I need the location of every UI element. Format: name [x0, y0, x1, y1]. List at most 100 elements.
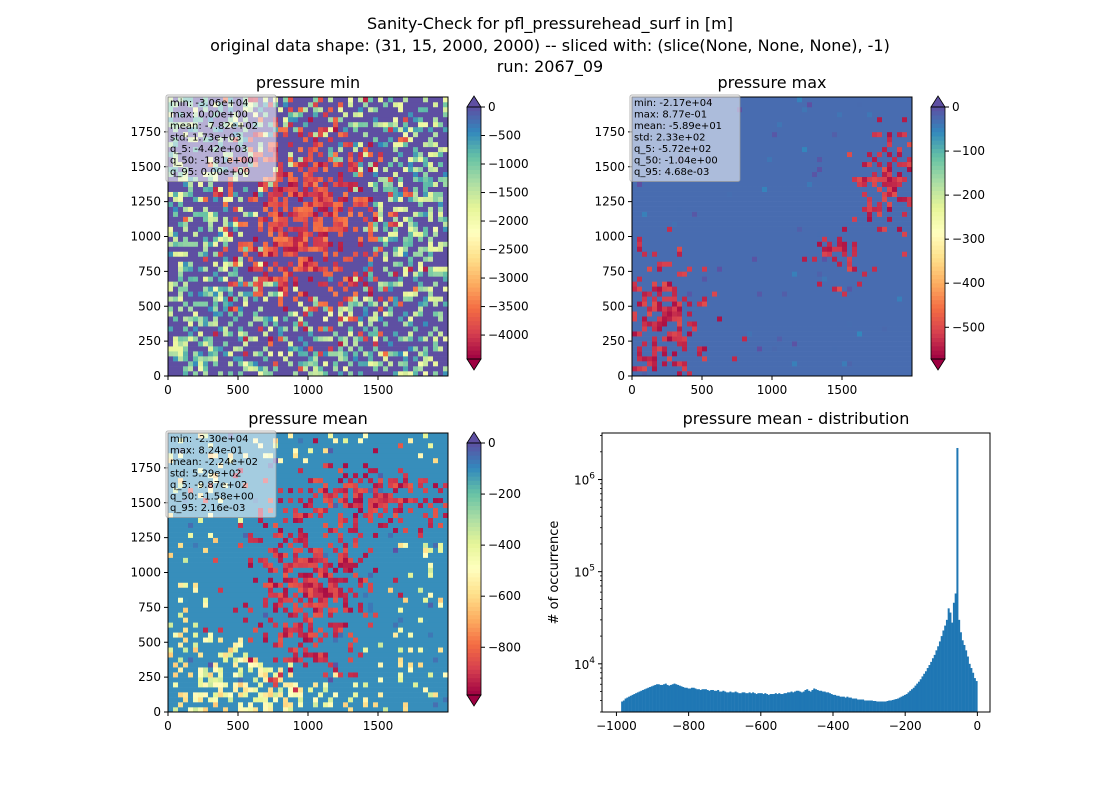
colorbar-segment: [467, 270, 481, 276]
heatmap-cell: [273, 321, 279, 327]
heatmap-cell: [667, 291, 673, 297]
heatmap-cell: [772, 296, 778, 302]
heatmap-cell: [328, 366, 334, 372]
heatmap-cell: [647, 346, 653, 352]
heatmap-cell: [443, 301, 449, 307]
heatmap-cell: [378, 281, 384, 287]
heatmap-cell: [198, 371, 204, 377]
heatmap-cell: [752, 246, 758, 252]
heatmap-cell: [707, 246, 713, 252]
heatmap-cell: [423, 301, 429, 307]
heatmap-cell: [268, 321, 274, 327]
heatmap-cell: [702, 221, 708, 227]
heatmap-cell: [438, 221, 444, 227]
heatmap-cell: [373, 261, 379, 267]
heatmap-cell: [438, 151, 444, 158]
heatmap-cell: [737, 351, 743, 357]
heatmap-cell: [632, 211, 638, 217]
heatmap-cell: [273, 246, 279, 252]
heatmap-cell: [782, 366, 788, 372]
colorbar-tick-label: −1000: [488, 157, 529, 171]
heatmap-cell: [423, 161, 429, 168]
heatmap-cell: [173, 181, 179, 187]
heatmap-cell: [273, 366, 279, 372]
heatmap-cell: [303, 97, 309, 103]
heatmap-cell: [308, 206, 314, 212]
heatmap-cell: [333, 246, 339, 252]
heatmap-cell: [632, 361, 638, 367]
heatmap-cell: [742, 171, 748, 178]
heatmap-cell: [657, 301, 663, 307]
heatmap-cell: [348, 341, 354, 347]
heatmap-cell: [647, 236, 653, 242]
heatmap-cell: [368, 276, 374, 282]
heatmap-cell: [647, 261, 653, 267]
heatmap-cell: [702, 271, 708, 277]
heatmap-cell: [243, 311, 249, 317]
heatmap-cell: [393, 211, 399, 217]
heatmap-cell: [353, 106, 359, 113]
heatmap-cell: [657, 331, 663, 337]
heatmap-cell: [223, 246, 229, 252]
heatmap-cell: [632, 231, 638, 237]
heatmap-cell: [273, 331, 279, 337]
heatmap-cell: [647, 286, 653, 292]
heatmap-cell: [408, 336, 414, 342]
heatmap-cell: [238, 306, 244, 312]
heatmap-cell: [433, 296, 439, 302]
heatmap-cell: [203, 286, 209, 292]
heatmap-cell: [752, 156, 758, 163]
heatmap-cell: [358, 126, 364, 133]
heatmap-cell: [198, 261, 204, 267]
heatmap-cell: [438, 116, 444, 123]
heatmap-cell: [647, 326, 653, 332]
heatmap-cell: [413, 151, 419, 158]
heatmap-cell: [677, 191, 683, 197]
heatmap-cell: [318, 181, 324, 187]
heatmap-cell: [168, 346, 174, 352]
heatmap-cell: [747, 166, 753, 173]
heatmap-cell: [752, 231, 758, 237]
heatmap-cell: [328, 111, 334, 118]
heatmap-cell: [747, 236, 753, 242]
heatmap-cell: [303, 261, 309, 267]
heatmap-cell: [642, 271, 648, 277]
heatmap-cell: [183, 206, 189, 212]
heatmap-cell: [268, 361, 274, 367]
heatmap-cell: [358, 116, 364, 123]
heatmap-cell: [178, 216, 184, 222]
heatmap-cell: [393, 126, 399, 133]
heatmap-cell: [318, 111, 324, 118]
heatmap-cell: [173, 356, 179, 362]
heatmap-cell: [692, 181, 698, 187]
heatmap-cell: [303, 361, 309, 367]
heatmap-cell: [757, 166, 763, 173]
heatmap-cell: [393, 231, 399, 237]
suptitle-line: run: 2067_09: [496, 57, 604, 76]
heatmap-cell: [273, 371, 279, 377]
heatmap-cell: [433, 191, 439, 197]
heatmap-cell: [223, 211, 229, 217]
heatmap-cell: [398, 241, 404, 247]
heatmap-cell: [418, 366, 424, 372]
heatmap-cell: [443, 121, 449, 128]
heatmap-cell: [288, 336, 294, 342]
heatmap-cell: [333, 321, 339, 327]
heatmap-cell: [178, 206, 184, 212]
heatmap-cell: [338, 361, 344, 367]
heatmap-cell: [243, 356, 249, 362]
heatmap-cell: [183, 326, 189, 332]
heatmap-cell: [742, 216, 748, 222]
heatmap-cell: [368, 136, 374, 143]
heatmap-cell: [672, 296, 678, 302]
heatmap-cell: [393, 341, 399, 347]
heatmap-cell: [313, 111, 319, 118]
heatmap-cell: [652, 256, 658, 262]
heatmap-cell: [298, 111, 304, 118]
heatmap-cell: [343, 176, 349, 182]
heatmap-cell: [278, 301, 284, 307]
heatmap-cell: [318, 151, 324, 158]
heatmap-cell: [293, 306, 299, 312]
heatmap-cell: [373, 216, 379, 222]
heatmap-cell: [283, 121, 289, 128]
